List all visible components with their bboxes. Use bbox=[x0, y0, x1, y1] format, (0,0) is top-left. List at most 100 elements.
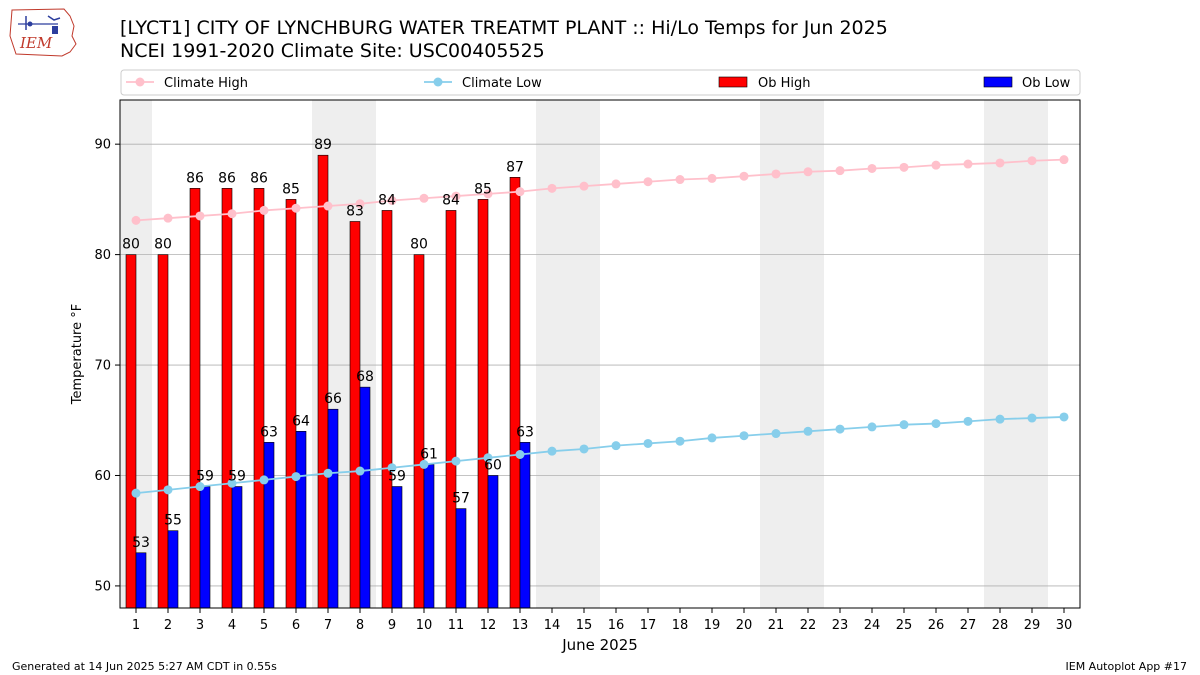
climate-low-point bbox=[451, 456, 461, 466]
climate-high-point bbox=[451, 191, 461, 201]
x-tick-label: 13 bbox=[512, 618, 529, 633]
climate-high-point bbox=[547, 183, 557, 193]
chart-title: [LYCT1] CITY OF LYNCHBURG WATER TREATMT … bbox=[120, 17, 888, 39]
climate-low-point bbox=[323, 468, 333, 478]
svg-text:IEM: IEM bbox=[19, 34, 53, 52]
climate-high-point bbox=[355, 199, 365, 209]
x-tick-label: 4 bbox=[228, 618, 236, 633]
x-tick-label: 29 bbox=[1024, 618, 1041, 633]
ob-high-bar bbox=[509, 177, 521, 609]
x-tick-label: 22 bbox=[800, 618, 817, 633]
climate-high-point bbox=[163, 213, 173, 223]
ob-high-label: 87 bbox=[506, 159, 524, 175]
weekend-shade bbox=[792, 100, 824, 608]
weekend-shade bbox=[568, 100, 600, 608]
climate-high-point bbox=[195, 211, 205, 221]
x-tick-label: 6 bbox=[292, 618, 300, 633]
climate-low-point bbox=[931, 419, 941, 429]
ob-low-bar bbox=[359, 386, 371, 609]
legend-ob-low-label: Ob Low bbox=[1022, 76, 1071, 91]
climate-low-point bbox=[419, 459, 429, 469]
y-tick-label: 90 bbox=[94, 138, 111, 153]
ob-low-bar bbox=[295, 431, 307, 609]
ob-high-bar bbox=[477, 199, 489, 609]
x-tick-label: 23 bbox=[832, 618, 849, 633]
ob-low-bar bbox=[199, 486, 211, 609]
climate-low-point bbox=[995, 414, 1005, 424]
ob-low-label: 60 bbox=[484, 457, 502, 473]
x-tick-label: 8 bbox=[356, 618, 364, 633]
climate-low-point bbox=[291, 472, 301, 482]
climate-low-point bbox=[355, 466, 365, 476]
climate-high-point bbox=[291, 203, 301, 213]
ob-low-bar bbox=[455, 508, 467, 609]
x-tick-label: 30 bbox=[1056, 618, 1073, 633]
climate-high-point bbox=[675, 175, 685, 185]
ob-high-label: 85 bbox=[474, 181, 492, 197]
climate-high-point bbox=[419, 193, 429, 203]
ob-low-label: 59 bbox=[228, 469, 246, 485]
ob-low-label: 63 bbox=[516, 424, 534, 440]
legend-climate-low-label: Climate Low bbox=[462, 76, 542, 91]
climate-low-point bbox=[675, 436, 685, 446]
ob-low-label: 59 bbox=[388, 469, 406, 485]
ob-low-bar bbox=[391, 486, 403, 609]
x-tick-label: 14 bbox=[544, 618, 561, 633]
climate-high-point bbox=[803, 167, 813, 177]
ob-high-label: 89 bbox=[314, 137, 332, 153]
climate-low-point bbox=[259, 475, 269, 485]
climate-high-point bbox=[387, 195, 397, 205]
x-tick-label: 20 bbox=[736, 618, 753, 633]
climate-high-point bbox=[1027, 156, 1037, 166]
ob-high-bar bbox=[157, 254, 169, 609]
legend-ob-high-label: Ob High bbox=[758, 76, 811, 91]
y-axis-label: Temperature °F bbox=[70, 304, 85, 405]
x-tick-label: 3 bbox=[196, 618, 204, 633]
climate-low-point bbox=[131, 488, 141, 498]
climate-high-point bbox=[867, 163, 877, 173]
climate-low-point bbox=[483, 453, 493, 463]
climate-low-point bbox=[771, 429, 781, 439]
ob-high-bar bbox=[285, 199, 297, 609]
legend-box bbox=[120, 69, 1081, 96]
ob-high-label: 86 bbox=[250, 170, 268, 186]
x-tick-label: 25 bbox=[896, 618, 913, 633]
legend-ob-low-swatch bbox=[983, 76, 1013, 88]
weekend-shade bbox=[760, 100, 792, 608]
x-tick-label: 17 bbox=[640, 618, 657, 633]
legend-climate-low-marker bbox=[433, 77, 443, 87]
climate-high-point bbox=[1059, 155, 1069, 165]
climate-high-point bbox=[611, 179, 621, 189]
x-tick-label: 9 bbox=[388, 618, 396, 633]
x-tick-label: 11 bbox=[448, 618, 465, 633]
ob-high-bar bbox=[253, 188, 265, 609]
climate-low-point bbox=[835, 424, 845, 434]
ob-low-label: 59 bbox=[196, 469, 214, 485]
ob-low-label: 55 bbox=[164, 513, 182, 529]
ob-low-bar bbox=[167, 530, 179, 609]
climate-low-point bbox=[899, 420, 909, 430]
climate-low-point bbox=[547, 446, 557, 456]
legend-climate-high-label: Climate High bbox=[164, 76, 248, 91]
ob-low-label: 61 bbox=[420, 446, 438, 462]
climate-low-line bbox=[135, 416, 1065, 495]
legend-ob-high-swatch bbox=[718, 76, 748, 88]
ob-low-label: 63 bbox=[260, 424, 278, 440]
x-tick-label: 7 bbox=[324, 618, 332, 633]
y-tick-label: 60 bbox=[94, 469, 111, 484]
climate-low-point bbox=[515, 449, 525, 459]
ob-low-bar bbox=[519, 442, 531, 609]
climate-low-point bbox=[227, 478, 237, 488]
climate-low-point bbox=[195, 482, 205, 492]
climate-low-point bbox=[867, 422, 877, 432]
ob-high-label: 84 bbox=[378, 192, 396, 208]
x-tick-label: 21 bbox=[768, 618, 785, 633]
ob-low-bar bbox=[423, 464, 435, 609]
ob-high-label: 86 bbox=[218, 170, 236, 186]
x-tick-label: 10 bbox=[416, 618, 433, 633]
ob-high-bar bbox=[349, 221, 361, 609]
y-tick-label: 70 bbox=[94, 359, 111, 374]
plot-frame bbox=[119, 99, 1081, 609]
ob-high-bar bbox=[189, 188, 201, 609]
iem-logo: IEM bbox=[8, 6, 80, 58]
